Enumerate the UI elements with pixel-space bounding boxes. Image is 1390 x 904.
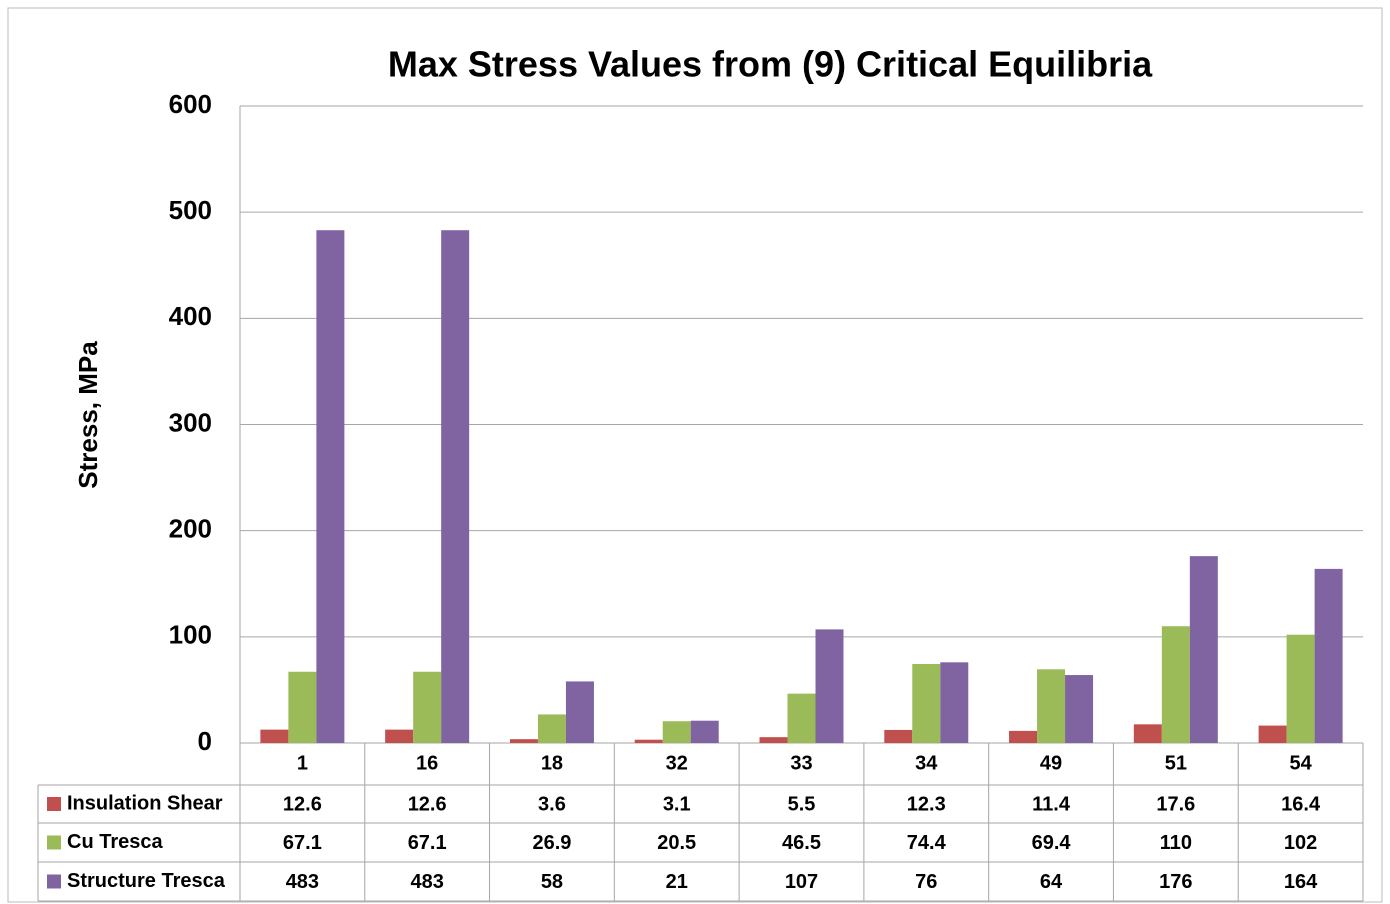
x-tick-label: 49 bbox=[1040, 752, 1062, 774]
bar bbox=[537, 714, 566, 743]
table-value: 67.1 bbox=[283, 832, 322, 854]
x-tick-label: 51 bbox=[1165, 752, 1187, 774]
bar bbox=[912, 664, 941, 743]
table-value: 110 bbox=[1160, 832, 1192, 854]
bar bbox=[787, 693, 816, 743]
x-tick-label: 16 bbox=[416, 752, 438, 774]
table-value: 20.5 bbox=[657, 832, 696, 854]
table-value: 26.9 bbox=[532, 832, 571, 854]
table-value: 102 bbox=[1284, 832, 1317, 854]
y-tick-label: 200 bbox=[169, 514, 212, 544]
bar bbox=[1161, 626, 1190, 743]
table-value: 483 bbox=[410, 871, 443, 893]
bar bbox=[815, 629, 844, 743]
table-value: 21 bbox=[666, 871, 688, 893]
table-value: 76 bbox=[915, 871, 937, 893]
bar bbox=[940, 662, 969, 743]
x-tick-label: 54 bbox=[1289, 752, 1312, 774]
bar bbox=[1065, 675, 1094, 743]
legend-swatch bbox=[47, 835, 61, 850]
bar bbox=[316, 230, 345, 744]
y-tick-label: 100 bbox=[169, 620, 212, 650]
bar bbox=[884, 729, 913, 743]
bar bbox=[1258, 725, 1287, 743]
x-tick-label: 32 bbox=[666, 752, 688, 774]
bar bbox=[1286, 634, 1315, 743]
bar bbox=[441, 230, 470, 744]
bar bbox=[1133, 724, 1162, 743]
y-tick-label: 500 bbox=[169, 195, 212, 225]
table-value: 12.6 bbox=[408, 793, 447, 815]
x-tick-label: 34 bbox=[915, 752, 938, 774]
y-tick-label: 300 bbox=[169, 407, 212, 437]
x-tick-label: 18 bbox=[541, 752, 563, 774]
bar bbox=[260, 729, 289, 743]
table-value: 17.6 bbox=[1156, 793, 1195, 815]
x-tick-label: 1 bbox=[297, 752, 308, 774]
table-value: 69.4 bbox=[1032, 832, 1072, 854]
legend-swatch bbox=[47, 874, 61, 889]
bar bbox=[1037, 669, 1066, 743]
table-value: 3.6 bbox=[538, 793, 566, 815]
legend-swatch bbox=[47, 797, 61, 811]
table-value: 12.3 bbox=[907, 793, 946, 815]
table-value: 5.5 bbox=[788, 793, 816, 815]
y-tick-label: 400 bbox=[169, 301, 212, 331]
table-value: 58 bbox=[541, 871, 563, 893]
table-value: 74.4 bbox=[907, 832, 947, 854]
y-tick-label: 600 bbox=[169, 89, 212, 119]
bar bbox=[413, 671, 442, 743]
frame bbox=[7, 7, 1383, 903]
bar bbox=[1009, 730, 1038, 743]
bar bbox=[1314, 568, 1343, 743]
x-tick-label: 33 bbox=[790, 752, 812, 774]
legend-label: Structure Tresca bbox=[67, 870, 226, 892]
bar bbox=[634, 739, 663, 743]
table-value: 11.4 bbox=[1032, 793, 1071, 815]
legend-label: Insulation Shear bbox=[67, 792, 223, 814]
chart-title: Max Stress Values from (9) Critical Equi… bbox=[388, 44, 1153, 85]
table-value: 176 bbox=[1159, 871, 1192, 893]
bar bbox=[509, 739, 538, 743]
bar bbox=[690, 720, 719, 743]
bar bbox=[565, 681, 594, 743]
table-value: 46.5 bbox=[782, 832, 821, 854]
table-value: 64 bbox=[1040, 871, 1063, 893]
y-tick-label: 0 bbox=[198, 726, 212, 756]
table-value: 3.1 bbox=[663, 793, 691, 815]
bar bbox=[288, 671, 317, 743]
bar bbox=[385, 729, 414, 743]
table-value: 12.6 bbox=[283, 793, 322, 815]
table-value: 483 bbox=[286, 871, 319, 893]
y-axis-label: Stress, MPa bbox=[73, 341, 103, 489]
bar bbox=[1189, 556, 1218, 743]
table-value: 67.1 bbox=[408, 832, 447, 854]
bar bbox=[759, 737, 788, 743]
table-value: 107 bbox=[785, 871, 818, 893]
legend-label: Cu Tresca bbox=[67, 831, 163, 853]
table-value: 164 bbox=[1284, 871, 1318, 893]
bar bbox=[662, 721, 691, 743]
table-value: 16.4 bbox=[1281, 793, 1321, 815]
